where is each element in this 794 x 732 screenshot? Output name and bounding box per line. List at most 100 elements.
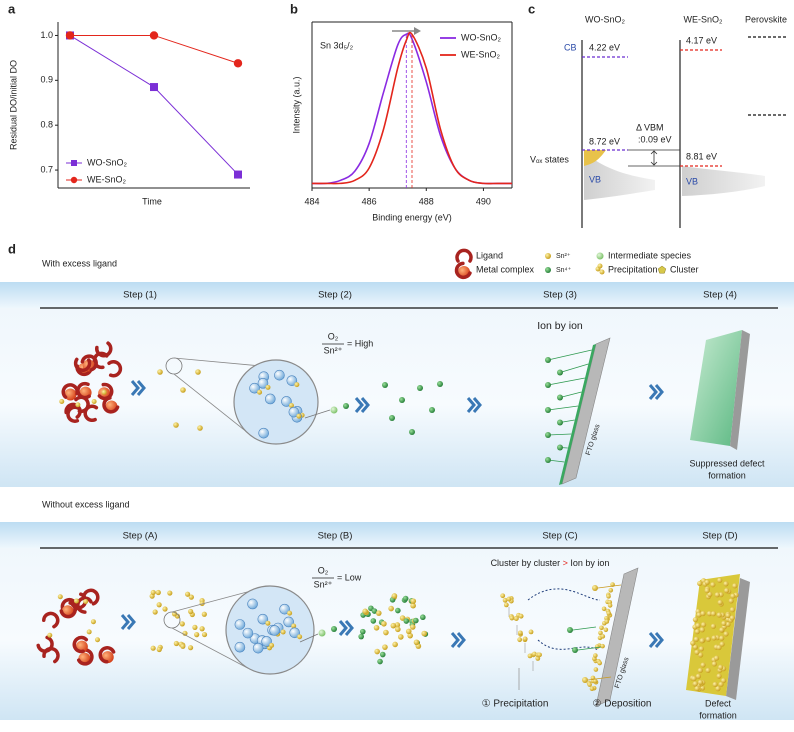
particle [545,253,551,259]
oxygen [242,627,254,639]
particle [417,385,423,391]
particle [599,269,605,275]
zoom-line [173,373,256,439]
particle [713,655,720,661]
ligand [102,396,120,414]
particle [593,667,599,672]
particle [73,598,79,604]
particle [370,618,377,624]
deposition-arrow [547,349,592,361]
ratio-denominator: Sn²⁺ [324,345,343,355]
particle [587,682,592,687]
legend-label: Sn⁴⁺ [556,267,572,274]
point [149,31,159,40]
particle [280,629,286,635]
particle [150,589,156,596]
particle [518,613,524,619]
particle [567,627,573,633]
particle [269,642,275,648]
particle [721,620,727,627]
particle [297,634,303,640]
particle [608,587,614,593]
particle [527,653,533,659]
particle [705,667,711,674]
particle [719,627,725,633]
panel-label: c [528,1,535,16]
particle [572,647,578,653]
oxygen [274,369,285,381]
particle [723,581,729,587]
step-strip [0,522,794,548]
particle [187,645,194,651]
particle [594,644,600,649]
particle [710,582,716,588]
zoom-line [171,591,249,613]
particle [716,673,722,679]
particle [692,617,699,623]
particle [405,628,412,635]
x-axis-label: Binding energy (eV) [372,212,452,222]
particle [194,632,200,638]
particle [517,637,523,643]
particle [156,646,162,653]
particle [720,677,727,684]
particle [604,619,610,624]
particle [545,432,551,438]
step-label: Step (2) [318,290,352,301]
legend-label: Intermediate species [608,250,692,260]
oxygen [249,382,260,394]
particle [694,649,700,655]
particle [437,381,443,387]
particle [691,675,697,682]
particle [420,614,426,621]
oxygen [281,396,292,407]
particle [557,419,563,426]
legend-label: WO-SnO₂ [461,32,502,42]
particle [409,429,415,435]
chevron [120,614,136,630]
legend-marker [71,160,77,166]
legend-label: WE-SnO₂ [87,174,127,184]
particle [371,608,378,614]
ligand [97,382,114,401]
particle [101,389,107,395]
particle [392,641,398,648]
particle [690,640,696,646]
particle [699,627,705,633]
x-tick-label: 490 [476,196,491,206]
ligand [455,248,473,263]
mode-part: Cluster by cluster [491,558,561,568]
particle [402,595,409,602]
mode-label: Ion by ion [537,320,583,332]
step-label: Step (4) [703,290,737,301]
particle [545,267,551,273]
particle [717,577,723,583]
particle [195,369,201,375]
substrate [726,578,750,700]
particle [359,628,366,635]
particle [597,660,603,666]
level-label: 4.22 eV [589,42,620,52]
deposition-arrow [559,391,582,398]
heading: Without excess ligand [42,499,130,509]
particle [692,644,698,650]
legend-label: WE-SnO₂ [461,49,501,59]
legend-label: Ligand [476,250,503,260]
particle [718,664,724,670]
particle [502,597,508,603]
y-axis-label: Residual DO/initial DO [8,60,18,150]
particle [373,624,380,631]
particle [199,600,205,607]
particle [389,415,395,421]
particle [528,629,534,635]
chevron [450,632,466,648]
ligand [82,588,100,606]
oxygen [234,619,246,630]
particle [717,599,723,606]
particle [59,399,65,405]
states-label: Vₒₓ states [530,154,569,164]
legend-label: Metal complex [476,264,535,274]
particle [513,616,519,621]
deposition-arrow [547,377,585,386]
film [690,330,742,446]
